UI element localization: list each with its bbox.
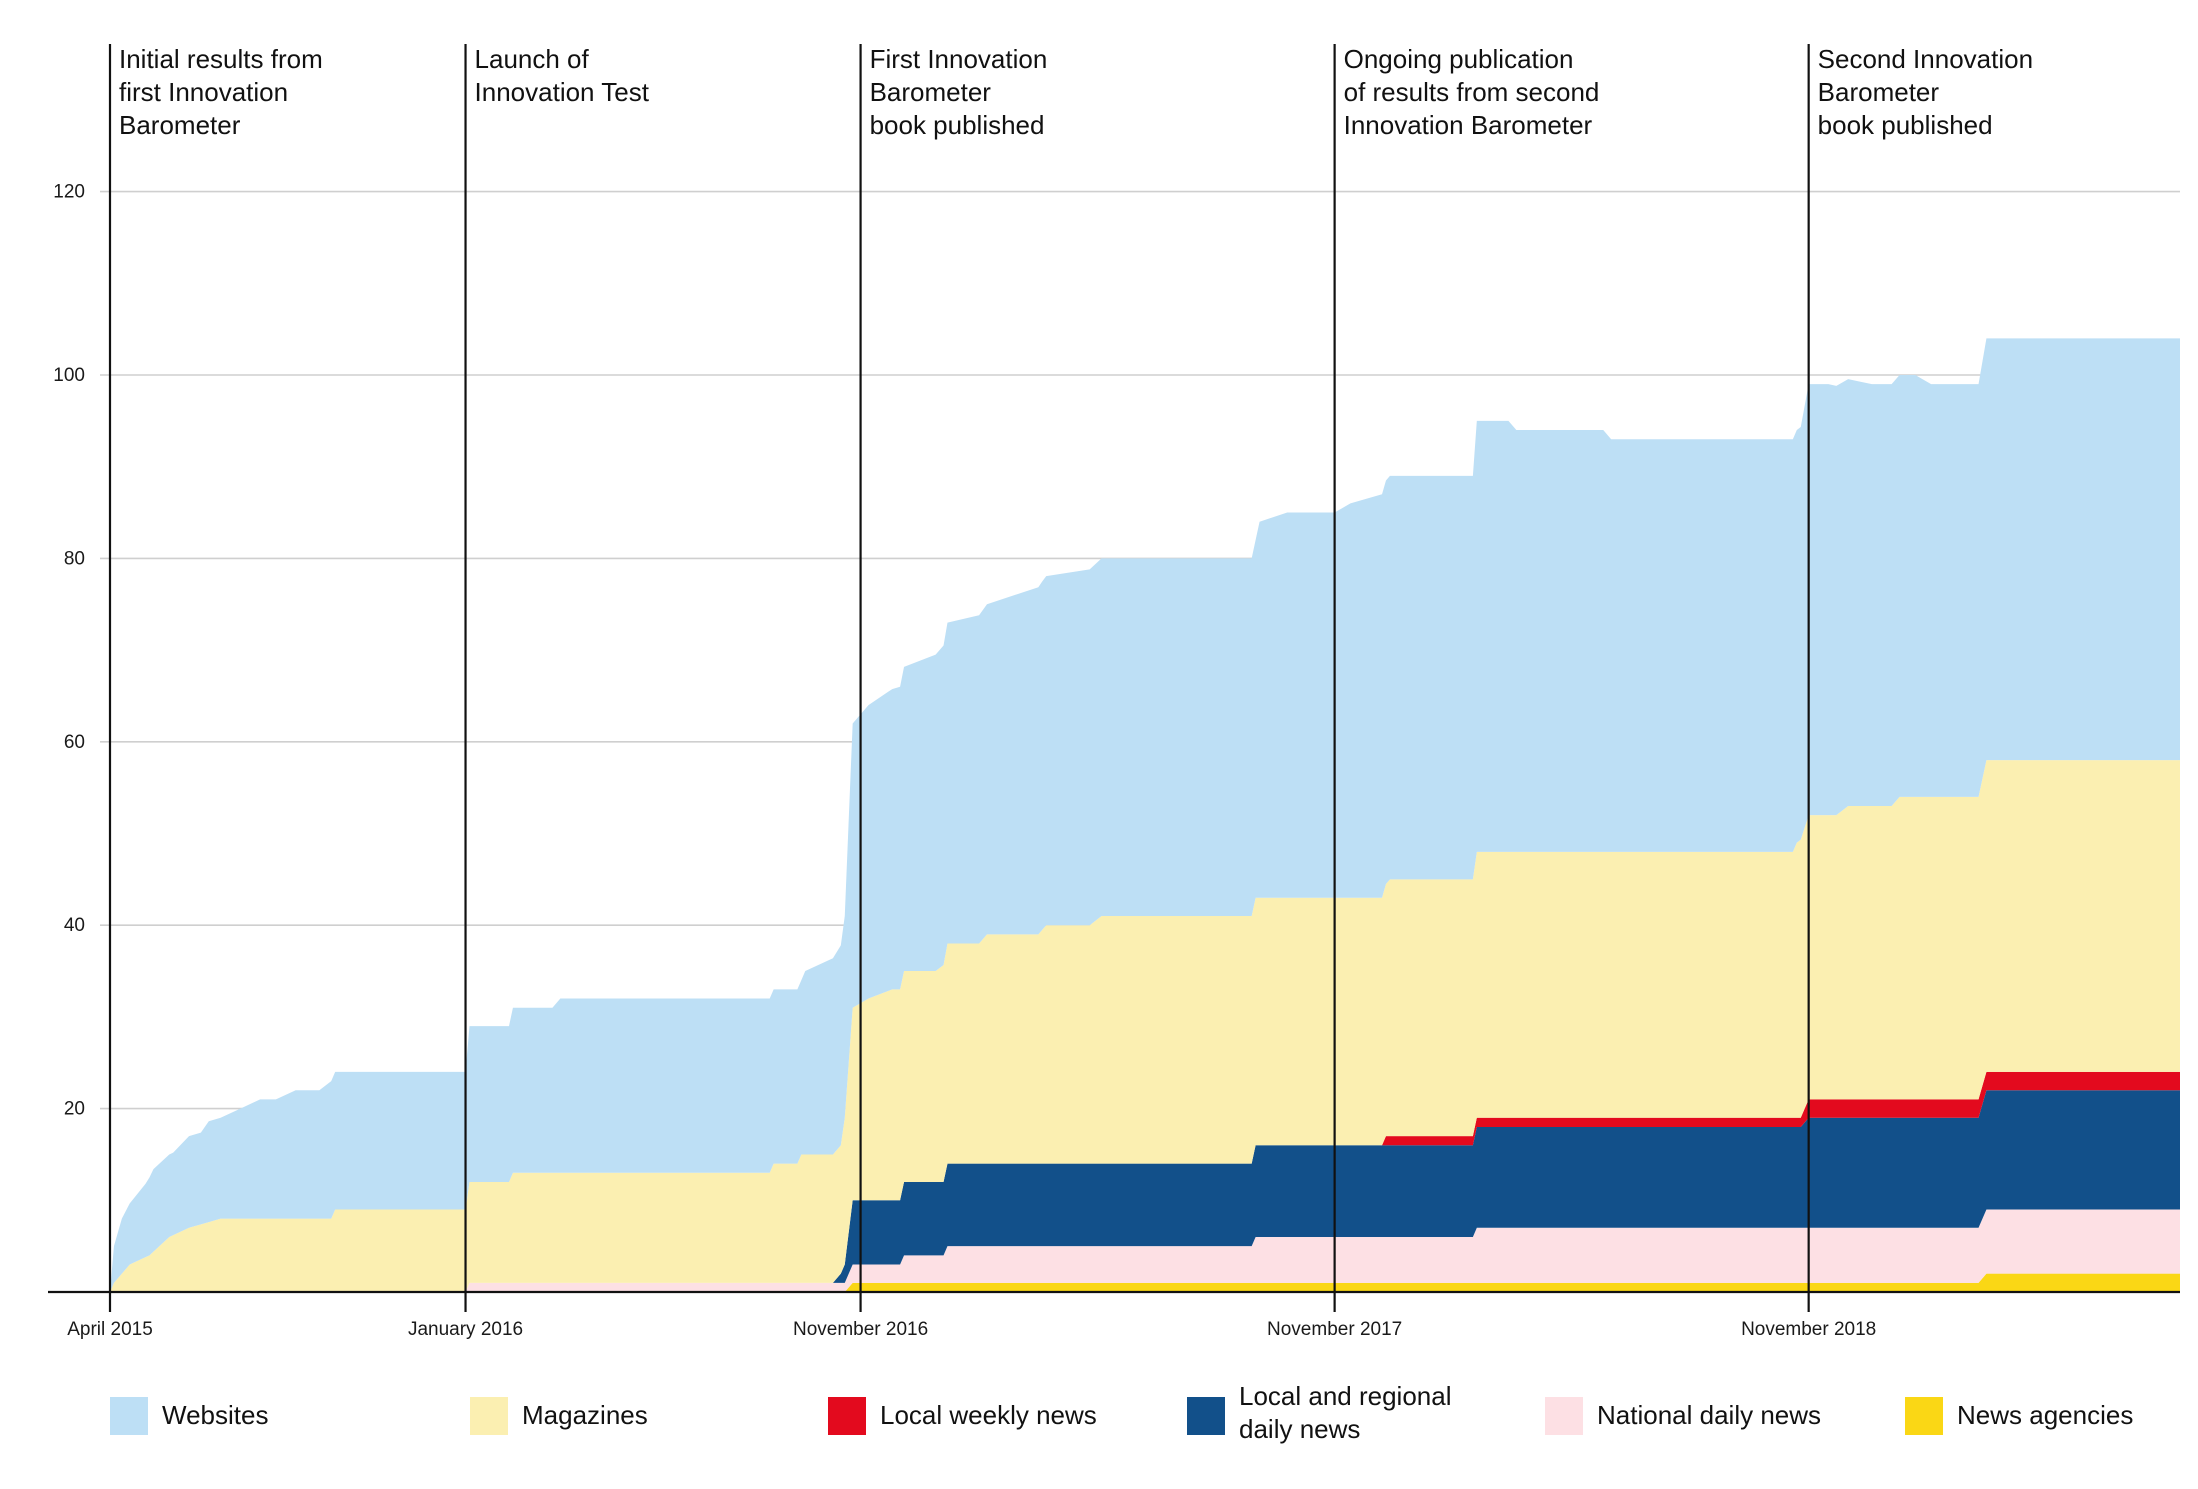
y-tick-label: 120 [53,182,85,203]
x-tick-label: November 2017 [1267,1319,1402,1340]
legend-swatch-local-and-regional-daily-news [1187,1397,1225,1435]
legend-swatch-national-daily-news [1545,1397,1583,1435]
y-tick-label: 80 [64,548,85,569]
milestone-annotation: Barometer [119,110,241,140]
milestone-annotation: First Innovation [870,44,1048,74]
legend-label-websites: Websites [162,1400,268,1430]
y-tick-label: 60 [64,732,85,753]
milestone-annotation: Ongoing publication [1344,44,1574,74]
milestone-annotation: Launch of [475,44,590,74]
legend-swatch-websites [110,1397,148,1435]
milestone-annotation: Barometer [870,77,992,107]
legend-label-news-agencies: News agencies [1957,1400,2133,1430]
y-tick-label: 20 [64,1099,85,1120]
legend-label-local-weekly-news: Local weekly news [880,1400,1097,1430]
legend-label-magazines: Magazines [522,1400,648,1430]
milestone-annotation: Initial results from [119,44,323,74]
legend-label-local-and-regional-daily-news-line2: daily news [1239,1414,1360,1444]
legend: Websites Magazines Local weekly news Local … [110,1381,2133,1444]
milestone-annotation: first Innovation [119,77,288,107]
series-area-magazines [110,760,2180,1292]
series-area-websites [110,338,2180,1292]
y-tick-label: 40 [64,915,85,936]
legend-swatch-magazines [470,1397,508,1435]
x-tick-label: April 2015 [67,1319,153,1340]
milestone-annotation: book published [870,110,1045,140]
milestone-annotation: book published [1818,110,1993,140]
milestone-annotation: Innovation Barometer [1344,110,1593,140]
legend-label-local-and-regional-daily-news: Local and regional [1239,1381,1452,1411]
series-area-national-daily-news [110,1209,2180,1292]
stacked-areas [110,338,2180,1292]
milestone-annotation: Second Innovation [1818,44,2033,74]
milestone-annotation: of results from second [1344,77,1600,107]
axes: April 2015 January 2016 November 2016 Novem… [48,44,2180,1340]
milestone-annotation: Innovation Test [475,77,650,107]
series-area-local-and-regional-daily-news [110,1090,2180,1292]
x-tick-label: November 2018 [1741,1319,1876,1340]
legend-swatch-local-weekly-news [828,1397,866,1435]
x-tick-label: January 2016 [408,1319,523,1340]
milestone-annotation: Barometer [1818,77,1940,107]
legend-swatch-news-agencies [1905,1397,1943,1435]
x-tick-label: November 2016 [793,1319,928,1340]
y-tick-label: 100 [53,365,85,386]
legend-label-national-daily-news: National daily news [1597,1400,1821,1430]
series-area-news-agencies [110,1273,2180,1292]
